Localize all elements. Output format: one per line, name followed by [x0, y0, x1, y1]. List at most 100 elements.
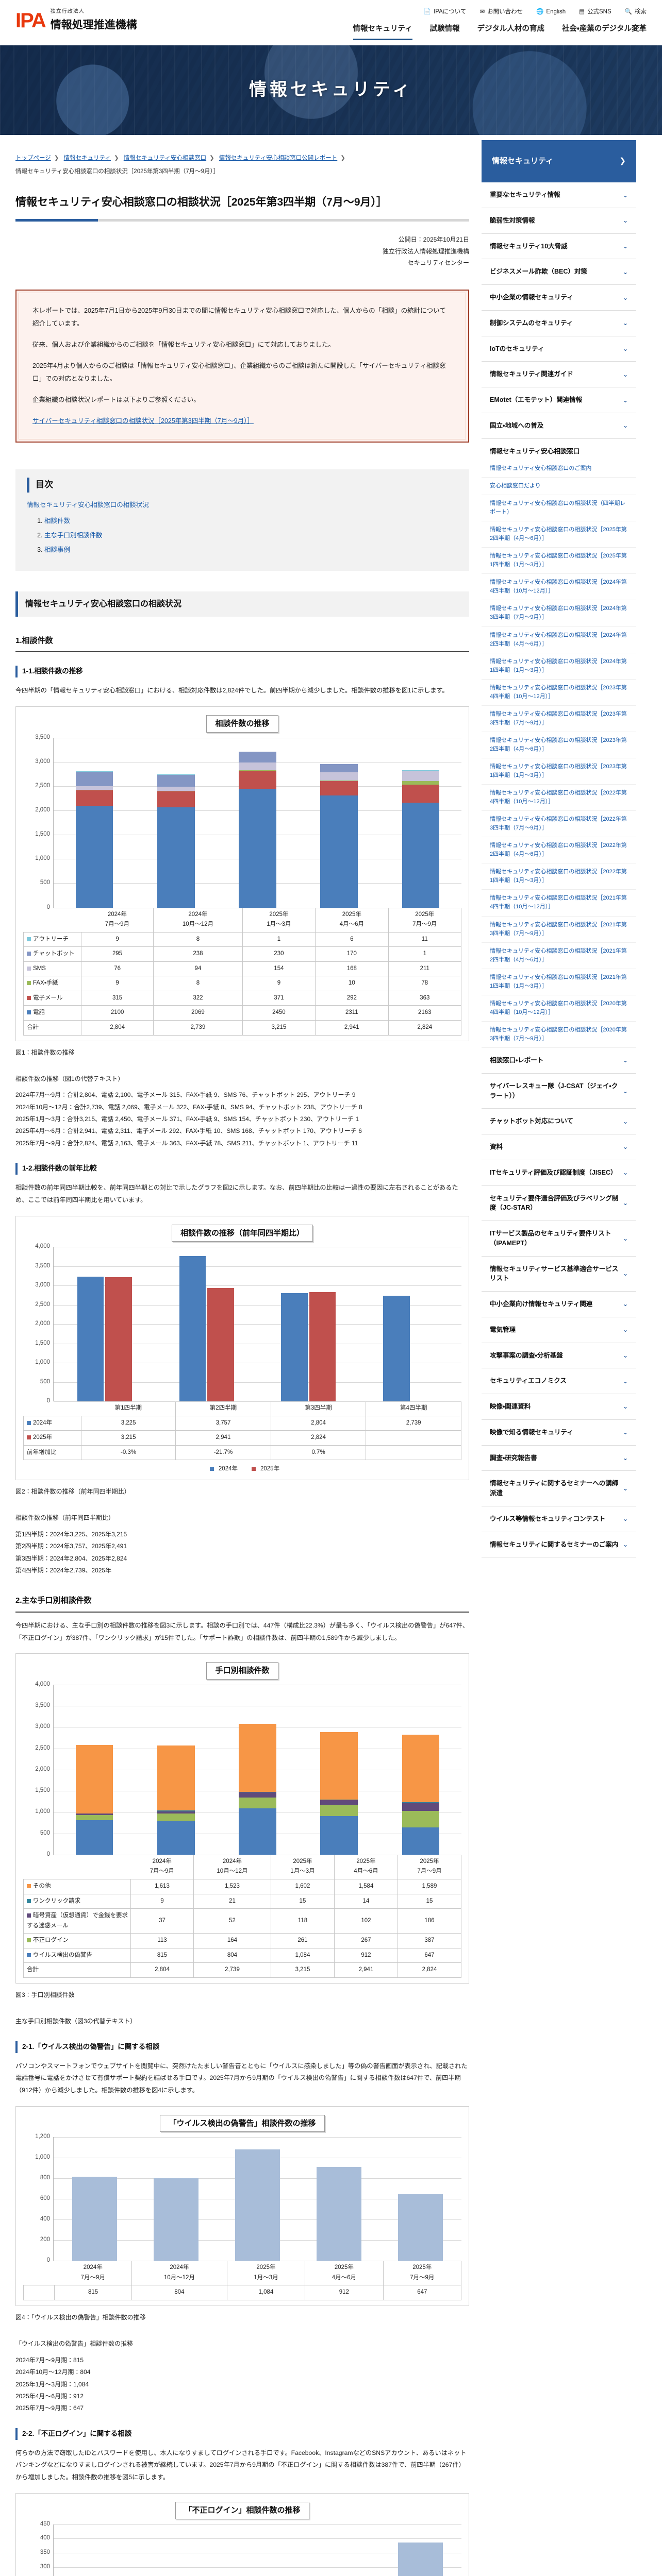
sidebar-report-link[interactable]: 情報セキュリティ安心相談窓口の相談状況［2024年第2四半期（4月～6月）］	[482, 627, 636, 653]
nav-item-exam[interactable]: 試験情報	[429, 24, 460, 33]
utility-link-search[interactable]: 🔍 検索	[625, 7, 647, 18]
breadcrumb-item-3[interactable]: 情報セキュリティ安心相談窓口公開レポート	[219, 155, 338, 162]
breadcrumb-current: 情報セキュリティ安心相談窓口の相談状況［2025年第3四半期（7月～9月）］	[15, 168, 219, 175]
sidebar-item[interactable]: 中小企業の情報セキュリティ ⌄	[482, 285, 636, 311]
sidebar-item[interactable]: EMotet（エモテット）関連情報 ⌄	[482, 387, 636, 413]
toc-link-0[interactable]: 相談件数	[44, 517, 71, 524]
sidebar-report-link[interactable]: 情報セキュリティ安心相談窓口の相談状況［2025年第1四半期（1月～3月）］	[482, 548, 636, 574]
column-header: 2024年 10月～12月	[193, 1854, 271, 1879]
toc-item[interactable]: 相談件数	[44, 516, 458, 527]
sidebar-item-label: 資料	[490, 1143, 503, 1150]
toc-top-link[interactable]: 情報セキュリティ安心相談窓口の相談状況	[27, 501, 149, 509]
sidebar-report-link[interactable]: 情報セキュリティ安心相談窓口の相談状況［2021年第1四半期（1月～3月）］	[482, 969, 636, 995]
table-cell: 912	[334, 1947, 398, 1963]
sidebar-item[interactable]: 映像で知る情報セキュリティ ⌄	[482, 1420, 636, 1446]
sidebar-item-label: ウイルス等情報セキュリティコンテスト	[490, 1515, 606, 1522]
sidebar-item[interactable]: IoTのセキュリティ ⌄	[482, 336, 636, 362]
toc-item[interactable]: 相談事例	[44, 545, 458, 555]
sidebar-item[interactable]: 相談窓口・レポート ⌄	[482, 1048, 636, 1074]
sidebar-report-link[interactable]: 情報セキュリティ安心相談窓口の相談状況［2020年第4四半期（10月～12月）］	[482, 995, 636, 1022]
notice-link[interactable]: サイバーセキュリティ相談窓口の相談状況［2025年第3四半期（7月～9月）］	[32, 417, 254, 425]
sidebar-report-link[interactable]: 情報セキュリティ安心相談窓口の相談状況［2023年第1四半期（1月～3月）］	[482, 758, 636, 785]
sidebar-item[interactable]: ITセキュリティ評価及び認証制度（JISEC） ⌄	[482, 1160, 636, 1186]
chevron-down-icon: ⌄	[622, 1515, 628, 1523]
chevron-down-icon: ⌄	[622, 1199, 628, 1207]
site-logo[interactable]: IPA 独立行政法人 情報処理推進機構	[15, 7, 137, 35]
chevron-down-icon: ⌄	[622, 294, 628, 301]
sidebar-sub-item[interactable]: 情報セキュリティ安心相談窓口のご案内	[482, 460, 636, 478]
sidebar-item[interactable]: 国立・地域への普及 ⌄	[482, 413, 636, 439]
sidebar-item[interactable]: 中小企業向け情報セキュリティ関連 ⌄	[482, 1292, 636, 1317]
sidebar-item[interactable]: 情報セキュリティに関するセミナーのご案内 ⌄	[482, 1532, 636, 1558]
sidebar-item[interactable]: ITサービス製品のセキュリティ要件リスト（IPAMEPT） ⌄	[482, 1221, 636, 1257]
sidebar-item[interactable]: サイバーレスキュー隊（J-CSAT（ジェイ・クラート）） ⌄	[482, 1074, 636, 1109]
sidebar-item[interactable]: セキュリティエコノミクス ⌄	[482, 1368, 636, 1394]
breadcrumb: トップページ ❯ 情報セキュリティ ❯ 情報セキュリティ安心相談窓口 ❯ 情報セキュリ…	[15, 144, 469, 177]
sidebar-item[interactable]: チャットボット対応について ⌄	[482, 1109, 636, 1134]
sidebar-item[interactable]: 情報セキュリティに関するセミナーへの講師派遣 ⌄	[482, 1471, 636, 1506]
nav-item-dx[interactable]: 社会・産業のデジタル変革	[561, 24, 647, 33]
sidebar-report-link[interactable]: 情報セキュリティ安心相談窓口の相談状況［2021年第3四半期（7月～9月）］	[482, 917, 636, 943]
sidebar-item-label: 映像で知る情報セキュリティ	[490, 1428, 573, 1436]
y-tick-label: 1,000	[35, 1808, 50, 1815]
bar	[309, 1292, 336, 1402]
sidebar-report-link[interactable]: 情報セキュリティ安心相談窓口の相談状況［2022年第2四半期（4月～6月）］	[482, 837, 636, 864]
sidebar-item[interactable]: 情報セキュリティサービス基準適合サービスリスト ⌄	[482, 1257, 636, 1292]
sidebar-item[interactable]: 映像・関連資料 ⌄	[482, 1394, 636, 1420]
sidebar-item[interactable]: 電気管理 ⌄	[482, 1317, 636, 1343]
nav-item-security[interactable]: 情報セキュリティ	[353, 23, 412, 41]
toc-item[interactable]: 主な手口別相談件数	[44, 530, 458, 541]
breadcrumb-sep: ❯	[209, 155, 214, 162]
toc-link-1[interactable]: 主な手口別相談件数	[44, 532, 103, 539]
toc-link-2[interactable]: 相談事例	[44, 546, 71, 554]
utility-link-contact[interactable]: ✉ お問い合わせ	[479, 7, 523, 18]
y-tick-label: 1,200	[35, 2133, 50, 2140]
nav-item-talent[interactable]: デジタル人材の育成	[477, 24, 544, 33]
chevron-down-icon: ⌄	[622, 268, 628, 276]
chevron-down-icon: ⌄	[622, 1429, 628, 1436]
table-cell: 1,084	[226, 2285, 306, 2301]
sidebar-sub-item[interactable]: 情報セキュリティ安心相談窓口の相談状況（四半期レポート）	[482, 495, 636, 522]
bar	[398, 2542, 443, 2576]
sidebar-item[interactable]: 情報セキュリティ10大脅威 ⌄	[482, 234, 636, 260]
sidebar-sub-item[interactable]: 安心相談窓口だより	[482, 478, 636, 496]
sidebar-report-link[interactable]: 情報セキュリティ安心相談窓口の相談状況［2021年第4四半期（10月～12月）］	[482, 890, 636, 917]
sidebar-item[interactable]: ウイルス等情報セキュリティコンテスト ⌄	[482, 1506, 636, 1532]
sidebar-item[interactable]: セキュリティ要件適合評価及びラベリング制度（JC-STAR） ⌄	[482, 1186, 636, 1221]
figure-4-plot	[53, 2137, 461, 2262]
breadcrumb-item-2[interactable]: 情報セキュリティ安心相談窓口	[123, 155, 207, 162]
utility-link-sns[interactable]: ▤ 公式SNS	[579, 7, 611, 18]
sidebar-report-link[interactable]: 情報セキュリティ安心相談窓口の相談状況［2024年第4四半期（10月～12月）］	[482, 574, 636, 601]
sidebar-report-link[interactable]: 情報セキュリティ安心相談窓口の相談状況［2022年第4四半期（10月～12月）］	[482, 785, 636, 811]
sidebar-report-link[interactable]: 情報セキュリティ安心相談窓口の相談状況［2022年第3四半期（7月～9月）］	[482, 811, 636, 838]
sidebar-item[interactable]: 攻撃事案の調査・分析基盤 ⌄	[482, 1343, 636, 1369]
sidebar-report-link[interactable]: 情報セキュリティ安心相談窓口の相談状況［2022年第1四半期（1月～3月）］	[482, 863, 636, 890]
sidebar-report-link[interactable]: 情報セキュリティ安心相談窓口の相談状況［2023年第3四半期（7月～9月）］	[482, 706, 636, 732]
sidebar-item[interactable]: 資料 ⌄	[482, 1134, 636, 1160]
breadcrumb-item-1[interactable]: 情報セキュリティ	[63, 155, 111, 162]
sidebar-report-link[interactable]: 情報セキュリティ安心相談窓口の相談状況［2021年第2四半期（4月～6月）］	[482, 943, 636, 969]
sidebar-report-link[interactable]: 情報セキュリティ安心相談窓口の相談状況［2023年第4四半期（10月～12月）］	[482, 680, 636, 706]
sidebar-item[interactable]: 制御システムのセキュリティ ⌄	[482, 311, 636, 336]
column-header: 2024年 7月～9月	[54, 2261, 133, 2286]
sidebar-item[interactable]: 重要なセキュリティ情報 ⌄	[482, 182, 636, 208]
sidebar-item[interactable]: ビジネスメール詐欺（BEC）対策 ⌄	[482, 259, 636, 285]
sidebar-report-link[interactable]: 情報セキュリティ安心相談窓口の相談状況［2025年第2四半期（4月～6月）］	[482, 521, 636, 548]
breadcrumb-item-0[interactable]: トップページ	[15, 155, 51, 162]
utility-link-about[interactable]: 📄 IPAについて	[424, 7, 467, 18]
utility-link-english[interactable]: 🌐 English	[536, 7, 566, 18]
sidebar-item-label: 情報セキュリティに関するセミナーのご案内	[490, 1540, 619, 1548]
sidebar-report-link[interactable]: 情報セキュリティ安心相談窓口の相談状況［2023年第2四半期（4月～6月）］	[482, 732, 636, 758]
sidebar-cta[interactable]: 情報セキュリティ ❯	[482, 140, 636, 183]
table-cell: 2,824	[397, 1962, 462, 1978]
table-cell: 1,589	[397, 1878, 462, 1894]
bar-segment	[320, 1732, 358, 1800]
sidebar-item-label: 中小企業の情報セキュリティ	[490, 294, 573, 301]
sidebar-report-link[interactable]: 情報セキュリティ安心相談窓口の相談状況［2020年第3四半期（7月～9月）］	[482, 1022, 636, 1048]
sidebar-item[interactable]: 脆弱性対策情報 ⌄	[482, 208, 636, 234]
sidebar-report-link[interactable]: 情報セキュリティ安心相談窓口の相談状況［2024年第3四半期（7月～9月）］	[482, 600, 636, 627]
legend-swatch	[27, 937, 31, 941]
sidebar-item[interactable]: 情報セキュリティ関連ガイド ⌄	[482, 362, 636, 388]
sidebar-item[interactable]: 調査・研究報告書 ⌄	[482, 1446, 636, 1471]
sidebar-report-link[interactable]: 情報セキュリティ安心相談窓口の相談状況［2024年第1四半期（1月～3月）］	[482, 653, 636, 680]
